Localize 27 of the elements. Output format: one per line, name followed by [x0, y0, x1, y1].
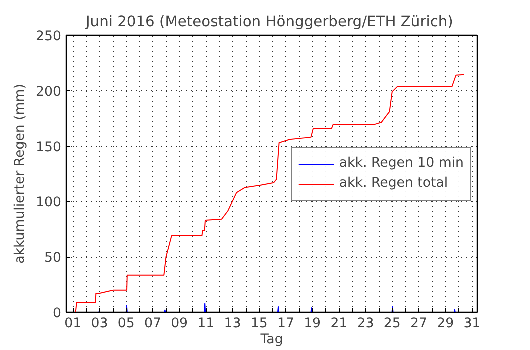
y-tick-label: 100 — [36, 196, 62, 211]
x-tick-label: 21 — [330, 316, 348, 332]
chart-title: Juni 2016 (Meteostation Hönggerberg/ETH Zürich) — [84, 14, 454, 30]
x-axis-title: Tag — [260, 332, 284, 348]
y-tick-label: 150 — [36, 140, 62, 156]
x-tick-label: 27 — [410, 316, 428, 332]
x-tick-label: 17 — [277, 316, 294, 332]
legend-label: akk. Regen total — [339, 176, 448, 191]
x-tick-label: 07 — [144, 316, 162, 332]
x-tick-label: 23 — [357, 316, 374, 332]
legend-label: akk. Regen 10 min — [339, 156, 464, 171]
x-tick-label: 15 — [250, 316, 268, 332]
x-tick-label: 13 — [224, 316, 242, 332]
y-tick-label: 250 — [36, 30, 62, 44]
x-tick-label: 09 — [171, 316, 188, 332]
x-tick-label: 03 — [91, 316, 108, 332]
x-tick-label: 01 — [64, 316, 82, 332]
y-tick-label: 0 — [53, 306, 62, 322]
x-tick-label: 29 — [437, 316, 454, 332]
x-tick-label: 05 — [118, 316, 135, 332]
y-tick-label: 50 — [44, 251, 62, 266]
x-tick-label: 25 — [384, 316, 401, 332]
x-tick-label: 31 — [464, 316, 481, 332]
x-tick-label: 11 — [198, 316, 215, 332]
x-tick-label: 19 — [304, 316, 322, 332]
y-tick-label: 200 — [36, 84, 62, 100]
y-axis-title: akkumulierter Regen (mm) — [13, 84, 28, 264]
